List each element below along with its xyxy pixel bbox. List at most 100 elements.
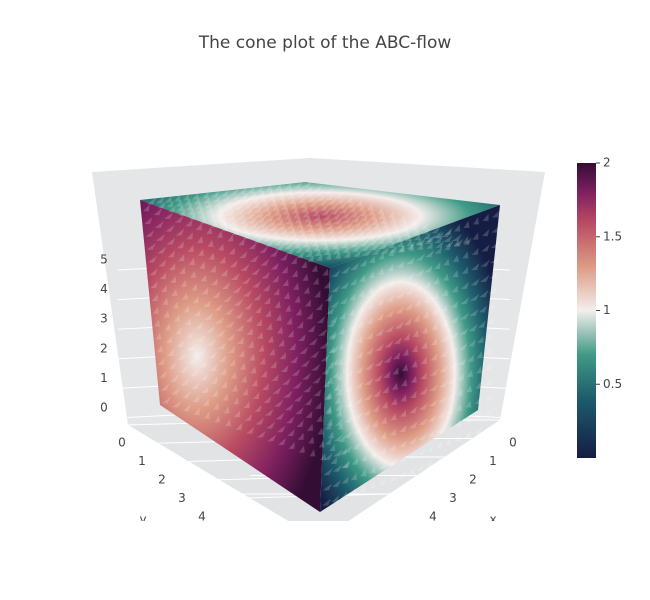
- y-axis-title: y: [139, 513, 146, 527]
- cone-texture: [302, 240, 309, 248]
- cone-texture: [247, 340, 254, 348]
- cone-texture: [423, 295, 430, 303]
- cone-texture: [304, 185, 314, 193]
- cone-texture: [363, 393, 373, 401]
- cone-texture: [281, 232, 290, 240]
- cone-texture: [223, 199, 233, 207]
- cone-texture: [209, 265, 216, 273]
- cone-texture: [421, 341, 428, 349]
- cone-texture: [400, 394, 407, 402]
- cone-texture: [291, 236, 299, 244]
- cone-texture: [247, 186, 255, 194]
- cone-texture: [324, 188, 333, 196]
- cone-texture: [263, 395, 272, 403]
- cone-texture: [326, 391, 333, 399]
- cone-texture: [293, 282, 300, 290]
- cone-texture: [437, 410, 446, 418]
- cone-texture: [184, 318, 192, 326]
- cone-texture: [195, 321, 204, 329]
- cone-texture: [186, 203, 193, 211]
- cone-texture: [420, 222, 429, 230]
- cone-texture: [169, 374, 179, 382]
- colorbar-tick-label: 0.5: [603, 377, 622, 391]
- cone-texture: [188, 207, 195, 215]
- cone-texture: [418, 402, 428, 410]
- cone-texture: [280, 364, 289, 372]
- cone-texture: [249, 221, 259, 229]
- cone-texture: [392, 225, 399, 233]
- cone-texture: [278, 339, 285, 347]
- cone-texture: [427, 429, 436, 437]
- cone-texture: [467, 354, 474, 362]
- cone-texture: [264, 239, 274, 247]
- cone-texture: [186, 232, 193, 240]
- cone-texture: [217, 209, 224, 217]
- cone-texture: [279, 197, 286, 205]
- cone-texture: [296, 250, 305, 258]
- cone-texture: [230, 371, 237, 379]
- cone-texture: [395, 291, 405, 299]
- cone-texture: [464, 415, 471, 423]
- cone-texture: [324, 392, 331, 400]
- cone-texture: [171, 288, 178, 296]
- cone-texture: [364, 377, 374, 385]
- cone-texture: [393, 336, 403, 344]
- cone-texture: [267, 219, 276, 227]
- cone-texture: [431, 322, 438, 330]
- cone-texture: [323, 452, 333, 460]
- cone-texture: [308, 199, 318, 207]
- cone-texture: [388, 211, 395, 219]
- cone-texture: [298, 445, 305, 453]
- cone-texture: [333, 246, 340, 254]
- cone-texture: [253, 293, 262, 301]
- cone-texture: [286, 317, 293, 325]
- cone-texture: [301, 205, 308, 213]
- cone-texture: [411, 360, 418, 368]
- cone-texture: [337, 422, 344, 430]
- cone-texture: [379, 212, 386, 220]
- cone-texture: [339, 296, 348, 304]
- cone-texture: [340, 211, 351, 219]
- cone-texture: [329, 315, 339, 323]
- cone-texture: [195, 202, 202, 210]
- cone-texture: [339, 236, 348, 244]
- cone-texture: [214, 316, 225, 324]
- cone-texture: [163, 310, 170, 318]
- cone-texture: [146, 242, 157, 250]
- cone-texture: [360, 469, 367, 477]
- z-tick-label: 2: [100, 341, 108, 355]
- cone-texture: [231, 272, 240, 280]
- cone-texture: [151, 293, 158, 301]
- cone-texture: [381, 401, 388, 409]
- cone-texture: [295, 186, 304, 194]
- cone-texture: [241, 197, 251, 205]
- cone-texture: [334, 396, 341, 404]
- cone-texture: [201, 385, 209, 393]
- cone-texture: [396, 275, 405, 283]
- cone-texture: [229, 188, 239, 196]
- cone-texture: [212, 195, 221, 203]
- cone-texture: [232, 285, 242, 293]
- cone-texture: [170, 275, 177, 283]
- cone-texture: [407, 467, 417, 475]
- colorbar-tick-label: 2: [603, 156, 611, 170]
- cone-texture: [360, 214, 368, 222]
- cone-texture: [290, 231, 297, 239]
- cone-texture: [218, 355, 227, 363]
- cone-texture: [424, 236, 432, 244]
- cone-texture: [397, 470, 408, 478]
- cone-texture: [187, 343, 196, 351]
- cone-texture: [244, 413, 252, 421]
- cone-texture: [328, 232, 336, 240]
- cone-texture: [267, 434, 277, 442]
- cone-texture: [376, 298, 384, 306]
- cone-texture: [262, 383, 270, 391]
- cone-texture: [261, 229, 271, 237]
- cone-texture: [359, 274, 366, 282]
- cone-texture: [334, 191, 343, 199]
- cone-texture: [313, 277, 320, 285]
- cone-texture: [428, 399, 438, 407]
- cone-texture: [358, 289, 365, 297]
- cone-texture: [230, 193, 241, 201]
- cone-texture: [167, 349, 175, 357]
